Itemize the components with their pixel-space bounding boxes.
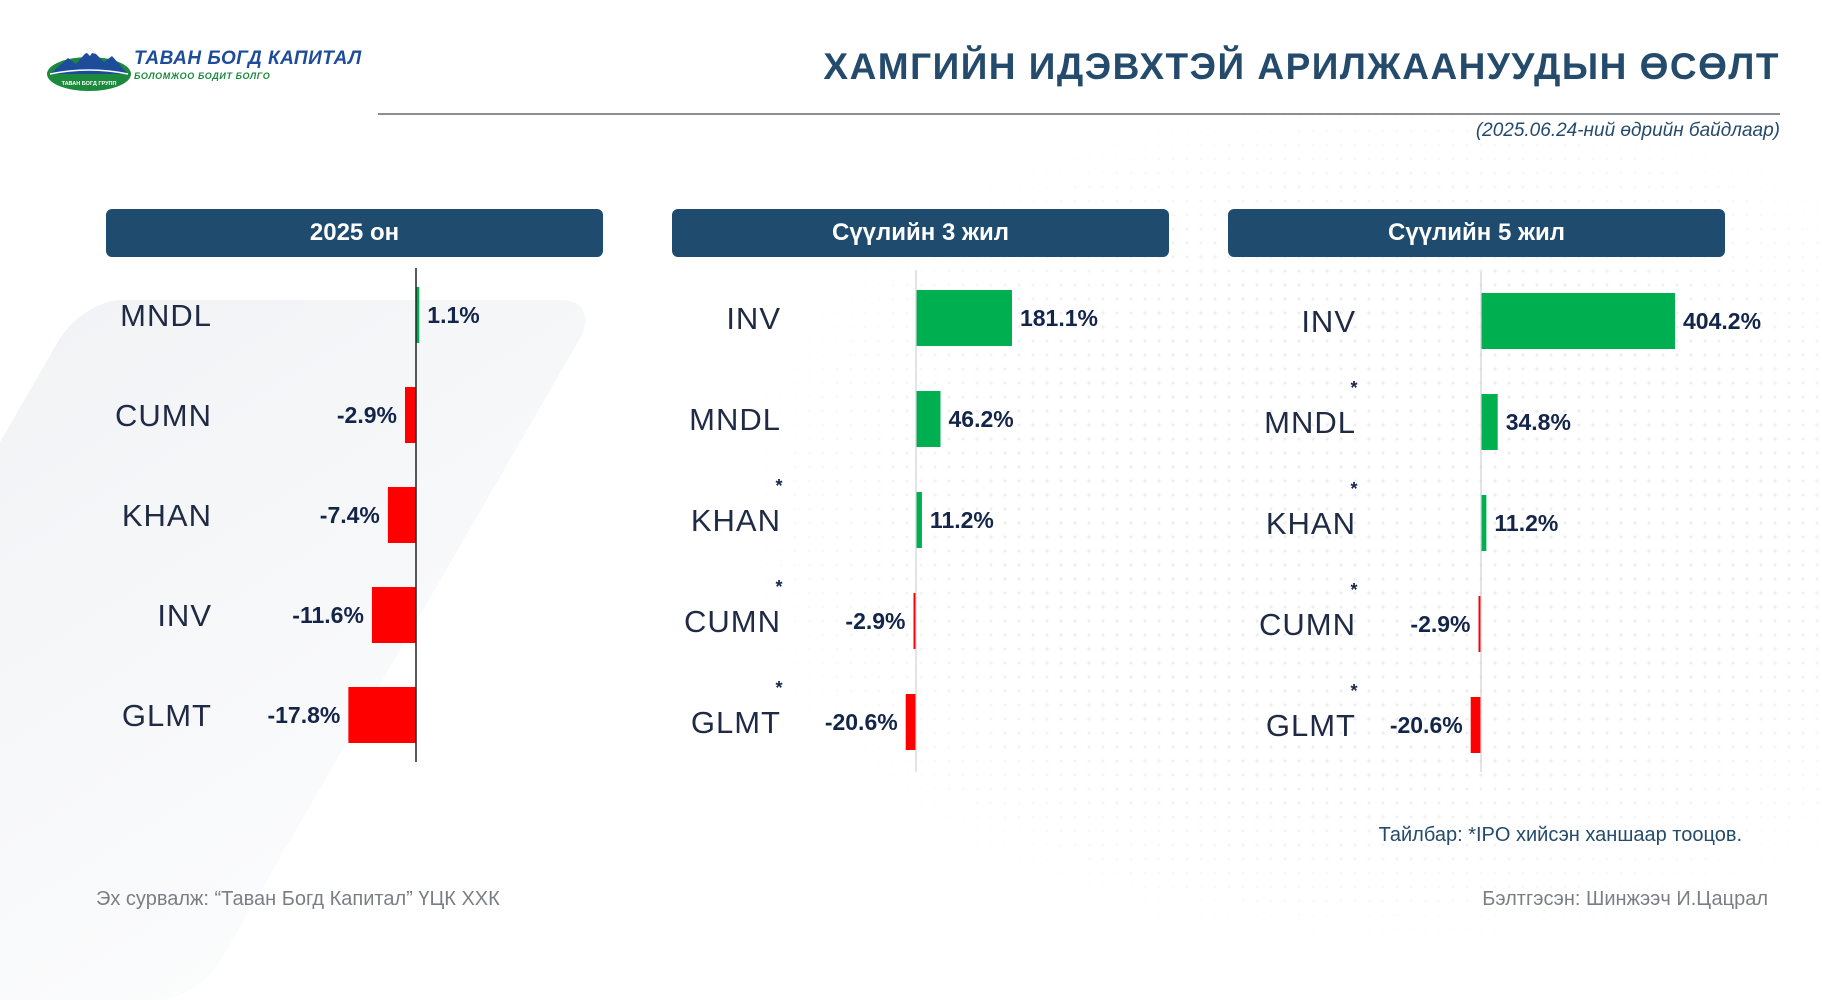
category-label: MNDL bbox=[120, 298, 212, 333]
page-title: ХАМГИЙН ИДЭВХТЭЙ АРИЛЖААНУУДЫН ӨСӨЛТ bbox=[823, 46, 1780, 87]
value-label: 1.1% bbox=[427, 302, 479, 328]
value-label: -11.6% bbox=[292, 602, 364, 628]
source-note: Эх сурвалж: “Таван Богд Капитал” ҮЦК ХХК bbox=[96, 888, 500, 910]
bar-0-inv bbox=[371, 587, 416, 643]
value-label: -2.9% bbox=[1410, 611, 1470, 637]
panel-header-5-year: Сүүлийн 5 жил bbox=[1228, 209, 1725, 257]
value-label: -2.9% bbox=[845, 608, 905, 634]
value-label: 34.8% bbox=[1506, 409, 1571, 435]
ipo-marker: * bbox=[1350, 580, 1357, 600]
ipo-marker: * bbox=[775, 678, 782, 698]
bar-2-inv bbox=[1481, 293, 1676, 349]
bar-charts: MNDL 1.1% CUMN -2.9% KHAN -7.4% INV -11.6% GLMT -… bbox=[115, 268, 1761, 772]
ipo-marker: * bbox=[775, 476, 782, 496]
bar-1-inv bbox=[916, 290, 1012, 346]
category-label: GLMT bbox=[122, 698, 212, 733]
category-label: KHAN bbox=[122, 498, 212, 533]
ipo-marker: * bbox=[1350, 681, 1357, 701]
category-label: INV bbox=[1301, 304, 1356, 339]
bar-2-cumn bbox=[1478, 596, 1481, 652]
category-label: INV bbox=[157, 598, 212, 633]
prepared-by: Бэлтгэсэн: Шинжээч И.Цацрал bbox=[1482, 888, 1768, 910]
ipo-marker: * bbox=[1350, 479, 1357, 499]
bar-1-mndl bbox=[916, 391, 941, 447]
category-label: CUMN bbox=[1259, 607, 1356, 642]
category-label: GLMT bbox=[691, 705, 781, 740]
bar-0-mndl bbox=[416, 287, 420, 343]
bar-2-khan bbox=[1481, 495, 1487, 551]
category-label: INV bbox=[726, 301, 781, 336]
as-of-date: (2025.06.24-ний өдрийн байдлаар) bbox=[1475, 120, 1780, 141]
logo-slogan: БОЛОМЖОО БОДИТ БОЛГО bbox=[134, 71, 271, 81]
category-label: MNDL bbox=[1264, 405, 1356, 440]
mountain-logo-icon: ТАВАН БОГД ГРУПП bbox=[47, 48, 131, 91]
value-label: 11.2% bbox=[930, 507, 994, 533]
category-label: GLMT bbox=[1266, 708, 1356, 743]
ipo-footnote: Тайлбар: *IPO хийсэн ханшаар тооцов. bbox=[1378, 824, 1742, 846]
value-label: -17.8% bbox=[267, 702, 340, 728]
ipo-marker: * bbox=[1350, 378, 1357, 398]
bar-0-cumn bbox=[404, 387, 416, 443]
value-label: 46.2% bbox=[948, 406, 1013, 432]
category-label: CUMN bbox=[684, 604, 781, 639]
category-label: MNDL bbox=[689, 402, 781, 437]
value-label: -7.4% bbox=[320, 502, 380, 528]
logo-company-name: ТАВАН БОГД КАПИТАЛ bbox=[134, 48, 362, 69]
bar-1-glmt bbox=[905, 694, 916, 750]
value-label: 11.2% bbox=[1494, 510, 1558, 536]
value-label: -20.6% bbox=[1390, 712, 1463, 738]
logo-mark-text: ТАВАН БОГД ГРУПП bbox=[62, 81, 117, 87]
value-label: 181.1% bbox=[1020, 305, 1098, 331]
category-label: CUMN bbox=[115, 398, 212, 433]
bar-1-cumn bbox=[913, 593, 916, 649]
ipo-marker: * bbox=[775, 577, 782, 597]
bar-2-glmt bbox=[1470, 697, 1481, 753]
bar-1-khan bbox=[916, 492, 922, 548]
category-label: KHAN bbox=[1266, 506, 1356, 541]
value-label: 404.2% bbox=[1683, 308, 1761, 334]
company-logo: ТАВАН БОГД ГРУПП ТАВАН БОГД КАПИТАЛ БОЛО… bbox=[46, 44, 361, 94]
bar-0-khan bbox=[387, 487, 416, 543]
value-label: -2.9% bbox=[337, 402, 397, 428]
panel-header-3-year: Сүүлийн 3 жил bbox=[672, 209, 1169, 257]
title-divider bbox=[378, 113, 1780, 115]
category-label: KHAN bbox=[691, 503, 781, 538]
bar-2-mndl bbox=[1481, 394, 1498, 450]
bar-0-glmt bbox=[348, 687, 416, 743]
value-label: -20.6% bbox=[825, 709, 898, 735]
panel-header-2025: 2025 он bbox=[106, 209, 603, 257]
